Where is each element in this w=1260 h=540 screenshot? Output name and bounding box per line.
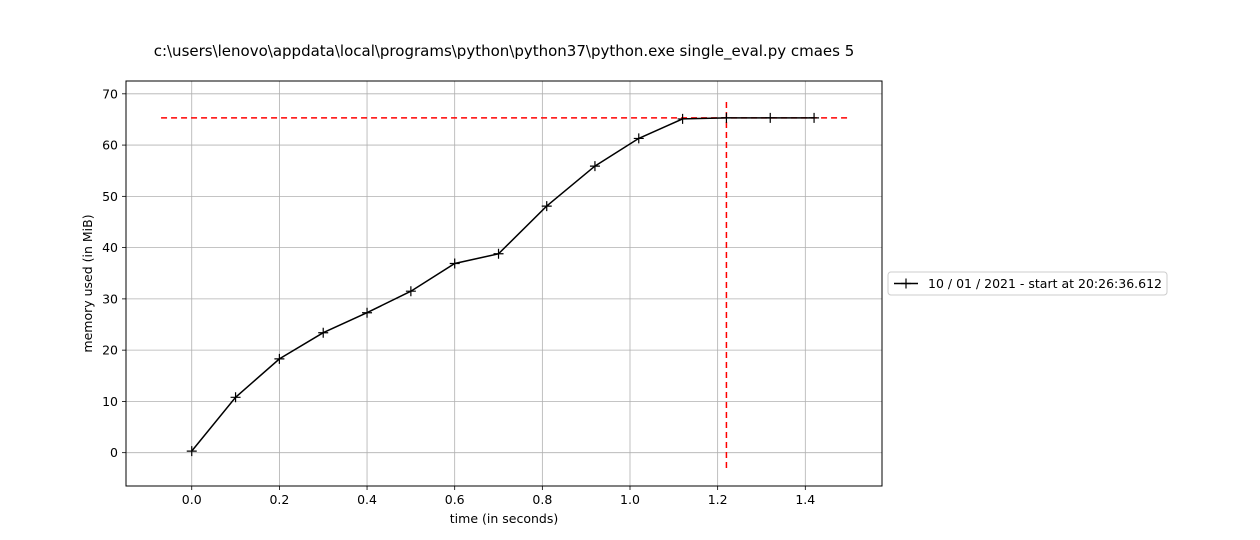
y-tick-label: 30 xyxy=(102,291,118,306)
x-tick-label: 1.4 xyxy=(795,492,815,507)
data-point-marker xyxy=(809,112,820,123)
legend-label: 10 / 01 / 2021 - start at 20:26:36.612 xyxy=(928,276,1162,291)
chart-title: c:\users\lenovo\appdata\local\programs\p… xyxy=(154,42,855,61)
y-tick-label: 20 xyxy=(102,343,118,358)
x-tick-label: 1.0 xyxy=(620,492,640,507)
y-tick-label: 50 xyxy=(102,189,118,204)
data-point-marker xyxy=(541,201,552,212)
data-point-marker xyxy=(589,161,600,172)
x-axis-label: time (in seconds) xyxy=(450,511,558,526)
data-point-marker xyxy=(493,248,504,259)
legend-marker-plus-icon xyxy=(901,278,911,289)
data-point-marker xyxy=(318,327,329,338)
y-axis-label: memory used (in MiB) xyxy=(80,214,95,352)
data-point-marker xyxy=(765,112,776,123)
x-tick-label: 0.2 xyxy=(269,492,289,507)
x-tick-label: 0.6 xyxy=(445,492,465,507)
y-tick-label: 70 xyxy=(102,86,118,101)
y-tick-label: 0 xyxy=(110,445,118,460)
y-tick-label: 60 xyxy=(102,138,118,153)
y-axis-ticks: 0 10 20 30 40 50 60 70 xyxy=(102,86,126,460)
data-point-marker xyxy=(186,446,197,457)
data-point-marker xyxy=(274,353,285,364)
x-tick-label: 0.4 xyxy=(357,492,377,507)
legend-box xyxy=(887,271,1168,296)
x-axis-ticks: 0.0 0.2 0.4 0.6 0.8 1.0 1.2 1.4 xyxy=(182,486,815,507)
y-tick-label: 40 xyxy=(102,240,118,255)
data-point-marker xyxy=(230,392,241,403)
y-tick-label: 10 xyxy=(102,394,118,409)
data-point-marker xyxy=(405,286,416,297)
data-point-marker xyxy=(633,133,644,144)
x-tick-label: 0.8 xyxy=(532,492,552,507)
data-point-marker xyxy=(362,307,373,318)
legend: 10 / 01 / 2021 - start at 20:26:36.612 xyxy=(887,271,1168,296)
grid xyxy=(126,81,882,486)
data-point-marker xyxy=(677,113,688,124)
plot-frame xyxy=(125,80,883,487)
data-point-marker xyxy=(721,112,732,123)
x-tick-label: 1.2 xyxy=(708,492,728,507)
series-layer xyxy=(186,112,820,457)
data-point-marker xyxy=(449,258,460,269)
x-tick-label: 0.0 xyxy=(182,492,202,507)
